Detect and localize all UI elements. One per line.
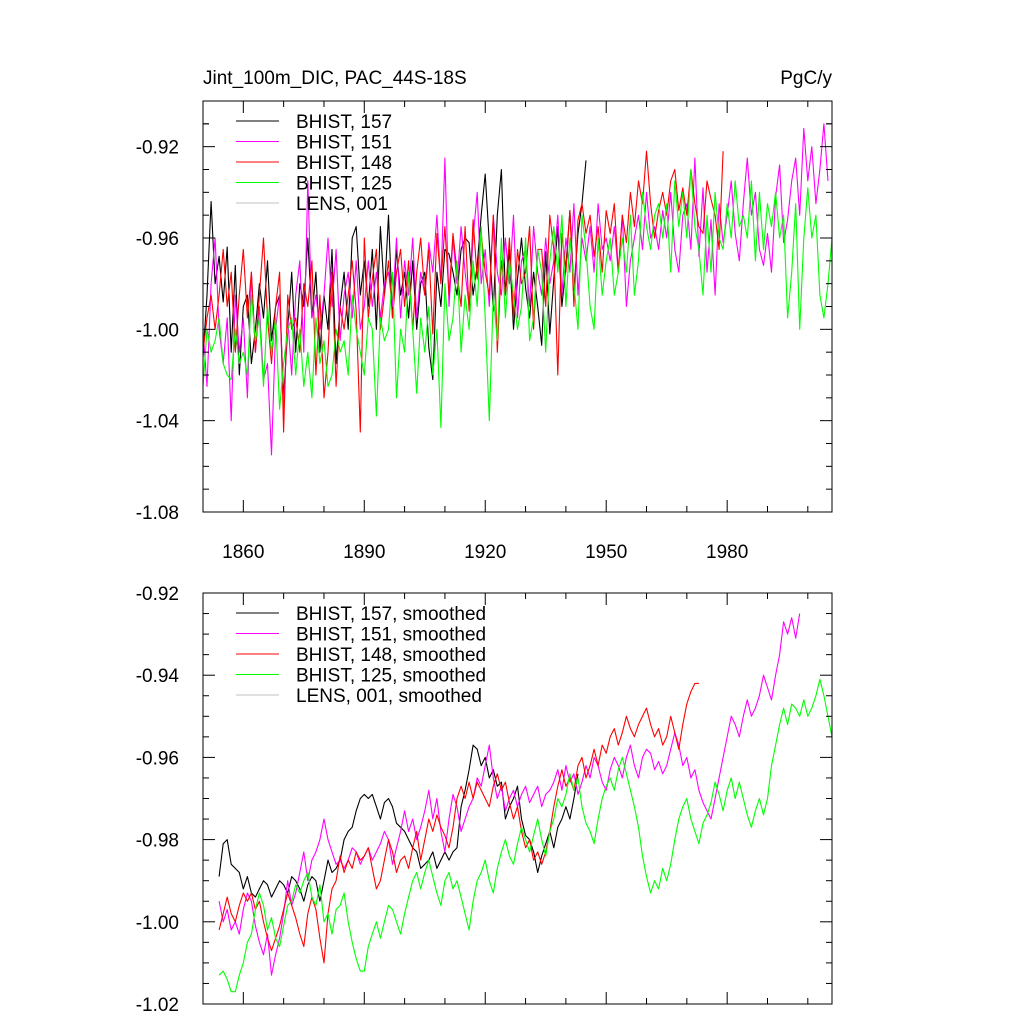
y-tick-label: -1.02 [136,995,179,1016]
legend-label: BHIST, 157 [296,112,392,133]
y-tick-label: -1.04 [136,412,180,433]
x-tick-label: 1890 [343,542,385,563]
top-panel: 1860 1890 1920 1950 1980 -1.08 -1.04 -1.00 -0.96… [136,68,833,563]
y-tick-label: -0.92 [136,138,179,159]
series-group [203,123,832,456]
series-line-3 [218,678,832,993]
legend-label: BHIST, 151, smoothed [296,625,486,646]
series-line-0 [218,744,579,902]
x-tick-label: 1860 [222,542,264,563]
legend-label: LENS, 001 [296,194,388,215]
y-tick-label: -0.94 [136,666,180,687]
y-tick-label: -1.08 [136,503,179,524]
x-tick-label: 1950 [585,542,627,563]
series-line-2 [203,150,724,433]
series-line-0 [203,160,587,399]
x-tick-label: 1920 [464,542,506,563]
y-tick-label: -0.98 [136,831,179,852]
legend-label: BHIST, 157, smoothed [296,604,486,625]
legend-label: LENS, 001, smoothed [296,686,482,707]
series-group [218,613,832,993]
legend-label: BHIST, 148 [296,153,392,174]
series-line-3 [203,168,832,429]
chart-title: Jint_100m_DIC, PAC_44S-18S [203,68,467,89]
x-tick-label: 1980 [706,542,748,563]
y-tick-label: -0.92 [136,584,179,605]
series-line-1 [218,613,801,976]
legend-label: BHIST, 148, smoothed [296,645,486,666]
legend-label: BHIST, 125, smoothed [296,666,486,687]
y-tick-label: -1.00 [136,320,179,341]
y-tick-label: -0.96 [136,229,179,250]
series-line-2 [218,682,699,964]
y-tick-label: -1.00 [136,913,179,934]
chart-units: PgC/y [780,68,832,89]
legend-label: BHIST, 151 [296,133,392,154]
bottom-panel: -1.02 -1.00 -0.98 -0.96 -0.94 -0.92 BHIST, 157… [136,584,833,1016]
legend-label: BHIST, 125 [296,174,392,195]
y-tick-label: -0.96 [136,748,179,769]
